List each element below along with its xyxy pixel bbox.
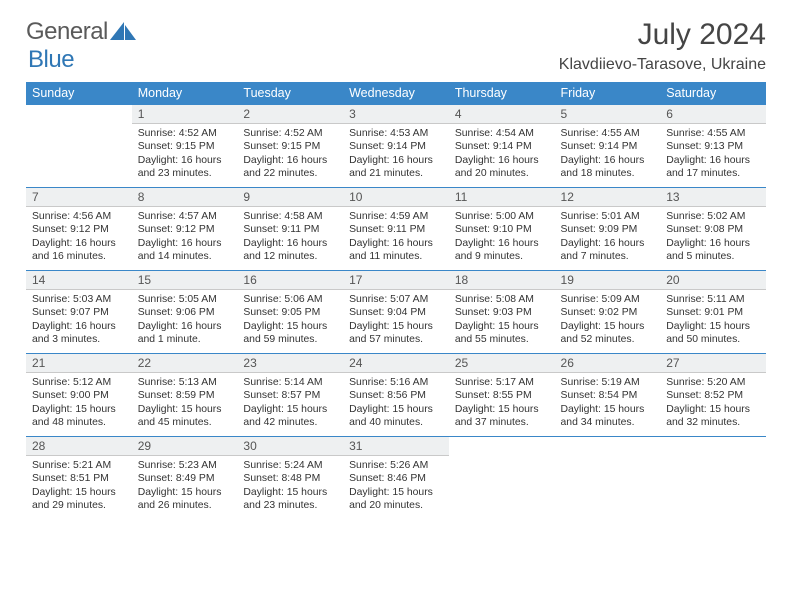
calendar-body: 123456Sunrise: 4:52 AM Sunset: 9:15 PM D… [26,105,766,520]
day-content-cell: Sunrise: 4:52 AM Sunset: 9:15 PM Dayligh… [237,124,343,188]
day-number-cell: 31 [343,437,449,456]
day-number-cell [26,105,132,124]
day-content-cell: Sunrise: 5:23 AM Sunset: 8:49 PM Dayligh… [132,456,238,520]
day-number-row: 28293031 [26,437,766,456]
day-content-cell: Sunrise: 4:59 AM Sunset: 9:11 PM Dayligh… [343,207,449,271]
day-content-cell: Sunrise: 5:09 AM Sunset: 9:02 PM Dayligh… [555,290,661,354]
logo: General [26,18,138,46]
weekday-header-row: Sunday Monday Tuesday Wednesday Thursday… [26,82,766,105]
weekday-header: Saturday [660,82,766,105]
day-number-cell: 12 [555,188,661,207]
day-content-cell: Sunrise: 5:16 AM Sunset: 8:56 PM Dayligh… [343,373,449,437]
calendar-page: General July 2024 Klavdiievo-Tarasove, U… [0,0,792,532]
day-number-cell: 22 [132,354,238,373]
logo-text-1: General [26,18,108,46]
day-content-cell: Sunrise: 5:21 AM Sunset: 8:51 PM Dayligh… [26,456,132,520]
day-content-cell: Sunrise: 5:00 AM Sunset: 9:10 PM Dayligh… [449,207,555,271]
day-content-cell [449,456,555,520]
day-number-cell: 25 [449,354,555,373]
weekday-header: Sunday [26,82,132,105]
day-content-cell: Sunrise: 5:03 AM Sunset: 9:07 PM Dayligh… [26,290,132,354]
day-content-cell: Sunrise: 5:17 AM Sunset: 8:55 PM Dayligh… [449,373,555,437]
day-number-cell: 11 [449,188,555,207]
day-content-cell: Sunrise: 5:01 AM Sunset: 9:09 PM Dayligh… [555,207,661,271]
day-number-row: 14151617181920 [26,271,766,290]
day-content-cell: Sunrise: 5:13 AM Sunset: 8:59 PM Dayligh… [132,373,238,437]
day-content-cell: Sunrise: 4:52 AM Sunset: 9:15 PM Dayligh… [132,124,238,188]
day-number-cell: 7 [26,188,132,207]
day-content-cell [26,124,132,188]
day-number-row: 78910111213 [26,188,766,207]
day-number-cell: 19 [555,271,661,290]
day-number-cell: 14 [26,271,132,290]
day-content-cell: Sunrise: 4:58 AM Sunset: 9:11 PM Dayligh… [237,207,343,271]
day-number-cell: 3 [343,105,449,124]
weekday-header: Wednesday [343,82,449,105]
weekday-header: Tuesday [237,82,343,105]
day-number-cell: 28 [26,437,132,456]
day-content-cell: Sunrise: 5:07 AM Sunset: 9:04 PM Dayligh… [343,290,449,354]
day-number-cell: 6 [660,105,766,124]
day-number-cell: 10 [343,188,449,207]
day-content-row: Sunrise: 5:03 AM Sunset: 9:07 PM Dayligh… [26,290,766,354]
weekday-header: Friday [555,82,661,105]
day-number-cell: 23 [237,354,343,373]
day-content-cell: Sunrise: 5:19 AM Sunset: 8:54 PM Dayligh… [555,373,661,437]
day-number-cell: 18 [449,271,555,290]
day-number-row: 123456 [26,105,766,124]
day-content-cell: Sunrise: 4:55 AM Sunset: 9:13 PM Dayligh… [660,124,766,188]
day-content-cell: Sunrise: 5:24 AM Sunset: 8:48 PM Dayligh… [237,456,343,520]
day-number-cell: 26 [555,354,661,373]
day-number-cell: 24 [343,354,449,373]
weekday-header: Thursday [449,82,555,105]
day-number-cell [660,437,766,456]
day-content-cell: Sunrise: 5:02 AM Sunset: 9:08 PM Dayligh… [660,207,766,271]
day-number-cell: 17 [343,271,449,290]
logo-text-2: Blue [28,46,74,74]
calendar-table: Sunday Monday Tuesday Wednesday Thursday… [26,82,766,520]
day-number-cell: 13 [660,188,766,207]
day-number-cell: 15 [132,271,238,290]
day-number-cell: 5 [555,105,661,124]
header: General July 2024 Klavdiievo-Tarasove, U… [26,18,766,80]
day-content-row: Sunrise: 4:52 AM Sunset: 9:15 PM Dayligh… [26,124,766,188]
day-content-cell: Sunrise: 4:55 AM Sunset: 9:14 PM Dayligh… [555,124,661,188]
day-content-cell: Sunrise: 5:05 AM Sunset: 9:06 PM Dayligh… [132,290,238,354]
day-content-cell: Sunrise: 4:53 AM Sunset: 9:14 PM Dayligh… [343,124,449,188]
day-content-cell [660,456,766,520]
day-number-cell: 21 [26,354,132,373]
day-content-cell: Sunrise: 5:08 AM Sunset: 9:03 PM Dayligh… [449,290,555,354]
day-number-cell: 16 [237,271,343,290]
day-content-cell [555,456,661,520]
day-content-row: Sunrise: 4:56 AM Sunset: 9:12 PM Dayligh… [26,207,766,271]
day-number-row: 21222324252627 [26,354,766,373]
day-content-row: Sunrise: 5:12 AM Sunset: 9:00 PM Dayligh… [26,373,766,437]
weekday-header: Monday [132,82,238,105]
day-number-cell: 4 [449,105,555,124]
day-number-cell: 1 [132,105,238,124]
day-content-cell: Sunrise: 5:20 AM Sunset: 8:52 PM Dayligh… [660,373,766,437]
day-content-cell: Sunrise: 5:26 AM Sunset: 8:46 PM Dayligh… [343,456,449,520]
day-content-cell: Sunrise: 5:06 AM Sunset: 9:05 PM Dayligh… [237,290,343,354]
title-block: July 2024 Klavdiievo-Tarasove, Ukraine [559,18,766,80]
day-number-cell: 29 [132,437,238,456]
day-content-cell: Sunrise: 4:54 AM Sunset: 9:14 PM Dayligh… [449,124,555,188]
day-number-cell [555,437,661,456]
day-number-cell: 20 [660,271,766,290]
day-number-cell: 9 [237,188,343,207]
day-number-cell [449,437,555,456]
day-content-cell: Sunrise: 5:14 AM Sunset: 8:57 PM Dayligh… [237,373,343,437]
day-number-cell: 2 [237,105,343,124]
day-number-cell: 30 [237,437,343,456]
location: Klavdiievo-Tarasove, Ukraine [559,56,766,74]
day-content-cell: Sunrise: 5:12 AM Sunset: 9:00 PM Dayligh… [26,373,132,437]
day-content-cell: Sunrise: 5:11 AM Sunset: 9:01 PM Dayligh… [660,290,766,354]
month-title: July 2024 [559,18,766,52]
day-content-row: Sunrise: 5:21 AM Sunset: 8:51 PM Dayligh… [26,456,766,520]
day-content-cell: Sunrise: 4:57 AM Sunset: 9:12 PM Dayligh… [132,207,238,271]
day-content-cell: Sunrise: 4:56 AM Sunset: 9:12 PM Dayligh… [26,207,132,271]
day-number-cell: 8 [132,188,238,207]
logo-sail-icon [110,22,138,40]
day-number-cell: 27 [660,354,766,373]
